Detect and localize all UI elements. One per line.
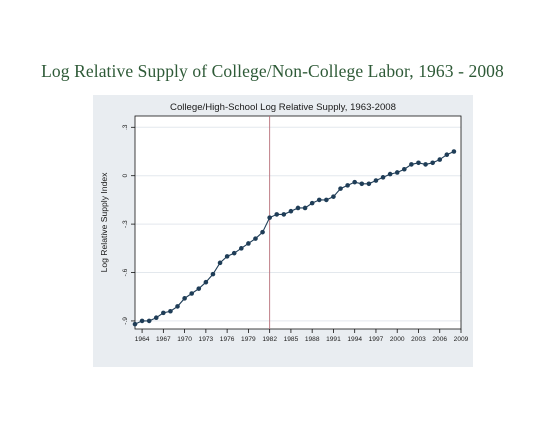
data-point-2008: [451, 149, 457, 154]
data-point-1964: [139, 318, 145, 324]
data-point-2003: [416, 160, 421, 166]
data-point-1979: [246, 241, 251, 246]
data-point-1996: [366, 181, 372, 187]
data-point-1989: [316, 197, 322, 203]
data-point-1980: [253, 236, 258, 241]
data-point-1973: [203, 279, 209, 285]
data-point-1999: [387, 171, 393, 177]
chart-panel: College/High-School Log Relative Supply,…: [93, 95, 473, 367]
plot-frame: [134, 115, 462, 330]
data-point-1970: [182, 296, 187, 301]
data-point-1995: [359, 181, 365, 187]
page-title: Log Relative Supply of College/Non-Colle…: [41, 61, 504, 81]
data-point-1976: [224, 254, 230, 259]
plot-area: -.9 -.6 -.3 0 .3 1964 1967 1970 1973 1976 1979 1982…: [122, 115, 469, 343]
data-point-1990: [324, 197, 329, 203]
y-axis-label: Log Relative Supply Index: [99, 172, 109, 273]
data-point-1983: [274, 212, 280, 217]
x-tick-label-9: 1991: [326, 336, 341, 343]
x-tick-label-12: 2000: [390, 336, 405, 343]
x-tick-label-3: 1973: [199, 336, 214, 343]
data-point-1998: [380, 175, 386, 180]
chart-svg: College/High-School Log Relative Supply,…: [99, 102, 469, 343]
x-tick-label-11: 1997: [369, 336, 384, 343]
data-point-1982: [267, 215, 272, 220]
data-point-1992: [338, 186, 343, 191]
data-point-1988: [309, 200, 315, 206]
plot-background: [135, 116, 461, 329]
x-tick-label-7: 1985: [284, 336, 299, 343]
data-point-1991: [331, 194, 336, 199]
data-point-1981: [260, 229, 265, 235]
data-point-1987: [302, 205, 308, 211]
data-point-1977: [231, 250, 237, 256]
data-point-1966: [153, 315, 159, 321]
x-tick-label-6: 1982: [262, 336, 277, 343]
data-point-2000: [394, 170, 400, 175]
x-tick-label-10: 1994: [347, 336, 362, 343]
x-tick-label-13: 2003: [411, 336, 426, 343]
data-point-1967: [161, 310, 166, 316]
y-tick-label-4: .3: [122, 124, 129, 130]
data-point-1969: [175, 304, 180, 309]
data-point-1975: [217, 260, 223, 266]
data-point-2007: [444, 152, 450, 158]
data-point-2002: [409, 162, 414, 167]
data-point-1986: [295, 205, 301, 211]
x-tick-label-4: 1976: [220, 336, 235, 343]
data-point-2005: [430, 160, 435, 166]
data-point-1994: [352, 179, 357, 185]
y-tick-label-3: 0: [122, 174, 129, 178]
x-tick-label-14: 2006: [432, 336, 447, 343]
x-tick-label-5: 1979: [241, 336, 256, 343]
data-point-2006: [437, 157, 443, 162]
y-tick-label-1: -.6: [122, 268, 129, 276]
data-point-1985: [288, 208, 294, 214]
y-tick-label-0: -.9: [122, 317, 129, 325]
data-point-1963: [132, 321, 138, 327]
data-point-1978: [239, 246, 244, 251]
data-point-1968: [168, 308, 173, 314]
data-point-1972: [196, 286, 202, 291]
data-point-1974: [210, 271, 216, 277]
x-tick-label-15: 2009: [454, 336, 469, 343]
data-point-1997: [373, 178, 379, 183]
chart-title: College/High-School Log Relative Supply,…: [170, 102, 396, 113]
data-point-1971: [189, 291, 194, 296]
series-line-0: [134, 150, 455, 325]
y-tick-label-2: -.3: [122, 220, 129, 228]
data-point-1993: [345, 183, 350, 188]
x-tick-label-8: 1988: [305, 336, 320, 343]
data-point-1965: [146, 318, 152, 324]
data-point-1984: [281, 212, 287, 217]
x-tick-label-2: 1970: [177, 336, 192, 343]
x-tick-label-1: 1967: [156, 336, 171, 343]
x-tick-label-0: 1964: [135, 336, 150, 343]
data-point-2004: [423, 162, 428, 167]
data-point-2001: [402, 166, 407, 172]
